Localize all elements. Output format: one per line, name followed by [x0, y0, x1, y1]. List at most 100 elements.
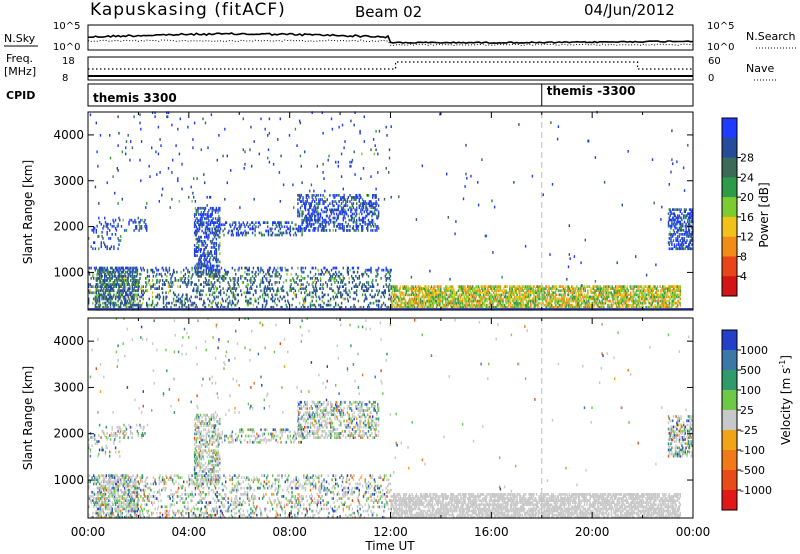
data-cell [257, 272, 260, 276]
data-cell [348, 281, 350, 284]
data-cell [264, 305, 266, 309]
data-cell [115, 228, 118, 232]
data-cell [360, 210, 362, 214]
data-cell [403, 305, 405, 309]
data-cell [345, 202, 347, 205]
data-cell [333, 222, 335, 226]
data-cell [238, 233, 240, 237]
data-cell [231, 229, 234, 233]
data-cell [416, 301, 418, 305]
data-cell [193, 301, 196, 305]
data-cell [196, 237, 198, 241]
data-cell [187, 268, 189, 272]
data-cell [349, 295, 351, 299]
data-cell [250, 277, 252, 280]
data-cell [148, 279, 150, 282]
data-cell [340, 227, 342, 230]
data-cell [461, 293, 463, 297]
data-cell [355, 222, 357, 226]
data-cell [430, 295, 433, 299]
data-cell [421, 301, 423, 305]
data-cell [398, 291, 401, 295]
data-cell [201, 254, 203, 257]
data-cell [270, 287, 272, 290]
data-cell [305, 216, 307, 220]
data-cell [271, 227, 273, 231]
data-cell [321, 270, 323, 274]
data-cell [232, 293, 234, 297]
data-cell [320, 268, 323, 272]
data-cell [397, 295, 399, 299]
data-cell [240, 225, 242, 229]
data-cell [264, 293, 266, 297]
data-cell [182, 293, 184, 297]
data-cell [117, 222, 119, 226]
data-cell [319, 194, 322, 197]
data-cell [493, 297, 496, 301]
data-cell [328, 216, 330, 220]
data-cell [152, 285, 155, 288]
data-cell [131, 270, 134, 274]
data-cell [314, 218, 316, 222]
data-cell [297, 202, 299, 205]
data-cell [193, 250, 196, 253]
data-cell [454, 293, 456, 297]
data-cell [340, 305, 343, 309]
data-cell [104, 289, 107, 293]
data-cell [482, 289, 484, 293]
data-cell [324, 266, 326, 270]
data-cell [458, 293, 460, 297]
data-cell [135, 270, 137, 274]
data-cell [295, 223, 297, 227]
data-cell [274, 221, 276, 224]
data-cell [364, 297, 366, 301]
data-cell [397, 289, 399, 293]
data-cell [489, 285, 492, 288]
data-cell [214, 258, 217, 262]
data-cell [466, 291, 468, 295]
data-cell [481, 291, 483, 295]
data-cell [427, 285, 429, 288]
data-cell [110, 289, 113, 293]
data-cell [125, 303, 128, 307]
data-cell [274, 281, 276, 284]
data-cell [297, 194, 299, 197]
data-cell [352, 266, 355, 270]
data-cell [395, 287, 397, 290]
data-cell [239, 223, 241, 227]
data-cell [480, 297, 482, 301]
data-cell [430, 303, 432, 307]
data-cell [131, 295, 134, 299]
data-cell [330, 283, 333, 286]
data-cell [474, 291, 476, 295]
data-cell [302, 303, 304, 307]
data-cell [476, 303, 478, 307]
data-cell [581, 291, 583, 295]
data-cell [95, 301, 97, 305]
data-cell [139, 225, 141, 228]
data-cell [401, 297, 403, 301]
data-cell [418, 289, 420, 293]
data-cell [314, 229, 316, 232]
data-cell [431, 303, 434, 307]
data-cell [507, 301, 509, 305]
data-cell [212, 258, 214, 262]
data-cell [446, 299, 449, 303]
data-cell [219, 229, 221, 233]
data-cell [375, 194, 377, 197]
data-cell [186, 285, 188, 288]
data-cell [132, 295, 134, 299]
data-cell [304, 287, 307, 290]
data-cell [453, 297, 455, 301]
data-cell [399, 291, 402, 295]
data-cell [103, 291, 105, 295]
data-cell [451, 291, 454, 295]
data-cell [341, 212, 344, 216]
data-cell [327, 299, 329, 303]
data-cell [307, 293, 309, 297]
data-cell [514, 289, 517, 293]
data-cell [140, 225, 143, 228]
data-cell [462, 287, 465, 290]
data-cell [375, 279, 377, 282]
data-cell [194, 223, 197, 227]
